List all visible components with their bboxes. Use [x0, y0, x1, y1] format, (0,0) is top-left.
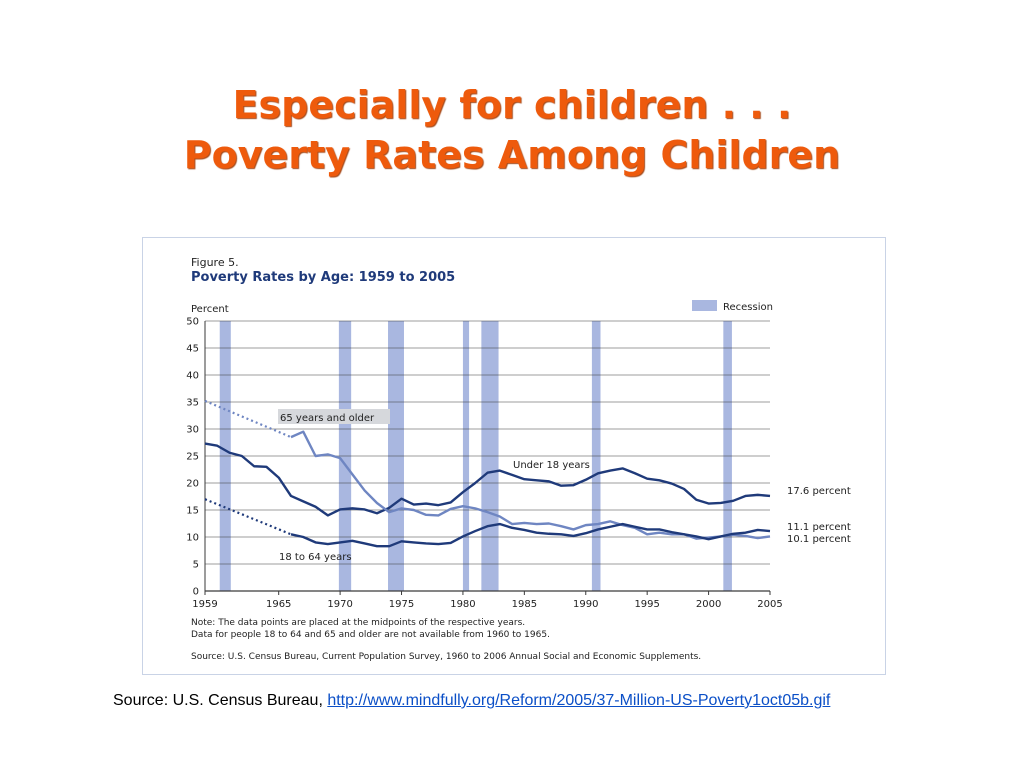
y-axis-label: Percent — [191, 304, 229, 315]
x-tick-label-1965: 1965 — [266, 599, 291, 610]
series-label-under-18: Under 18 years — [513, 460, 590, 471]
y-tick-label-35: 35 — [186, 398, 199, 409]
x-tick-label-1980: 1980 — [450, 599, 475, 610]
legend: Recession — [692, 300, 773, 313]
series-2-dotted-segment — [204, 498, 292, 536]
y-tick-label-25: 25 — [186, 452, 199, 463]
x-tick-label-1990: 1990 — [573, 599, 598, 610]
series-line-2 — [290, 522, 771, 548]
source-link[interactable]: http://www.mindfully.org/Reform/2005/37-… — [327, 692, 831, 709]
legend-swatch — [692, 300, 717, 311]
chart-figure: Figure 5. Poverty Rates by Age: 1959 to … — [142, 237, 886, 675]
x-tick-label-1985: 1985 — [512, 599, 537, 610]
chart-title: Poverty Rates by Age: 1959 to 2005 — [191, 270, 455, 285]
tick-labels: 0 5 10 15 20 25 30 35 40 45 50 1959 1965 1970 1975 1980… — [186, 317, 782, 611]
y-tick-label-0: 0 — [193, 587, 199, 598]
end-label-1: 10.1 percent — [787, 534, 851, 545]
series-lines — [204, 399, 771, 548]
series-line-1 — [290, 430, 771, 540]
slide-title: Especially for children . . . Poverty Ra… — [0, 80, 1024, 180]
x-tick-label-1995: 1995 — [634, 599, 659, 610]
x-tick-label-1959: 1959 — [192, 599, 217, 610]
series-line-0 — [204, 442, 771, 517]
note-line-2: Data for people 18 to 64 and 65 and olde… — [191, 630, 550, 640]
y-tick-label-30: 30 — [186, 425, 199, 436]
x-tick-label-1970: 1970 — [327, 599, 352, 610]
slide-title-line1: Especially for children . . . — [232, 83, 792, 127]
series-1-dotted-segment — [204, 399, 292, 439]
y-tick-label-20: 20 — [186, 479, 199, 490]
x-tick-label-1975: 1975 — [389, 599, 414, 610]
y-tick-label-45: 45 — [186, 344, 199, 355]
x-tick-label-2005: 2005 — [757, 599, 782, 610]
source-prefix: Source: U.S. Census Bureau, — [113, 692, 328, 709]
slide-title-line2: Poverty Rates Among Children — [183, 133, 841, 177]
series-label-65-and-older: 65 years and older — [280, 413, 375, 424]
y-tick-label-40: 40 — [186, 371, 199, 382]
source-note: Source: U.S. Census Bureau, Current Popu… — [191, 652, 701, 662]
y-tick-label-15: 15 — [186, 506, 199, 517]
y-tick-label-50: 50 — [186, 317, 199, 328]
source-citation: Source: U.S. Census Bureau, http://www.m… — [113, 690, 893, 711]
end-label-2: 11.1 percent — [787, 522, 851, 533]
legend-label: Recession — [723, 302, 773, 313]
note-line-1: Note: The data points are placed at the … — [191, 618, 525, 628]
grid — [204, 320, 771, 595]
label-65-background — [278, 409, 390, 424]
end-label-0: 17.6 percent — [787, 486, 851, 497]
annotations: 65 years and older Under 18 years 18 to 64… — [278, 409, 851, 563]
figure-label: Figure 5. — [191, 256, 239, 269]
x-tick-label-2000: 2000 — [696, 599, 721, 610]
poverty-chart: Figure 5. Poverty Rates by Age: 1959 to … — [186, 256, 851, 662]
series-label-18-to-64: 18 to 64 years — [279, 552, 352, 563]
y-tick-label-5: 5 — [193, 560, 199, 571]
y-tick-label-10: 10 — [186, 533, 199, 544]
